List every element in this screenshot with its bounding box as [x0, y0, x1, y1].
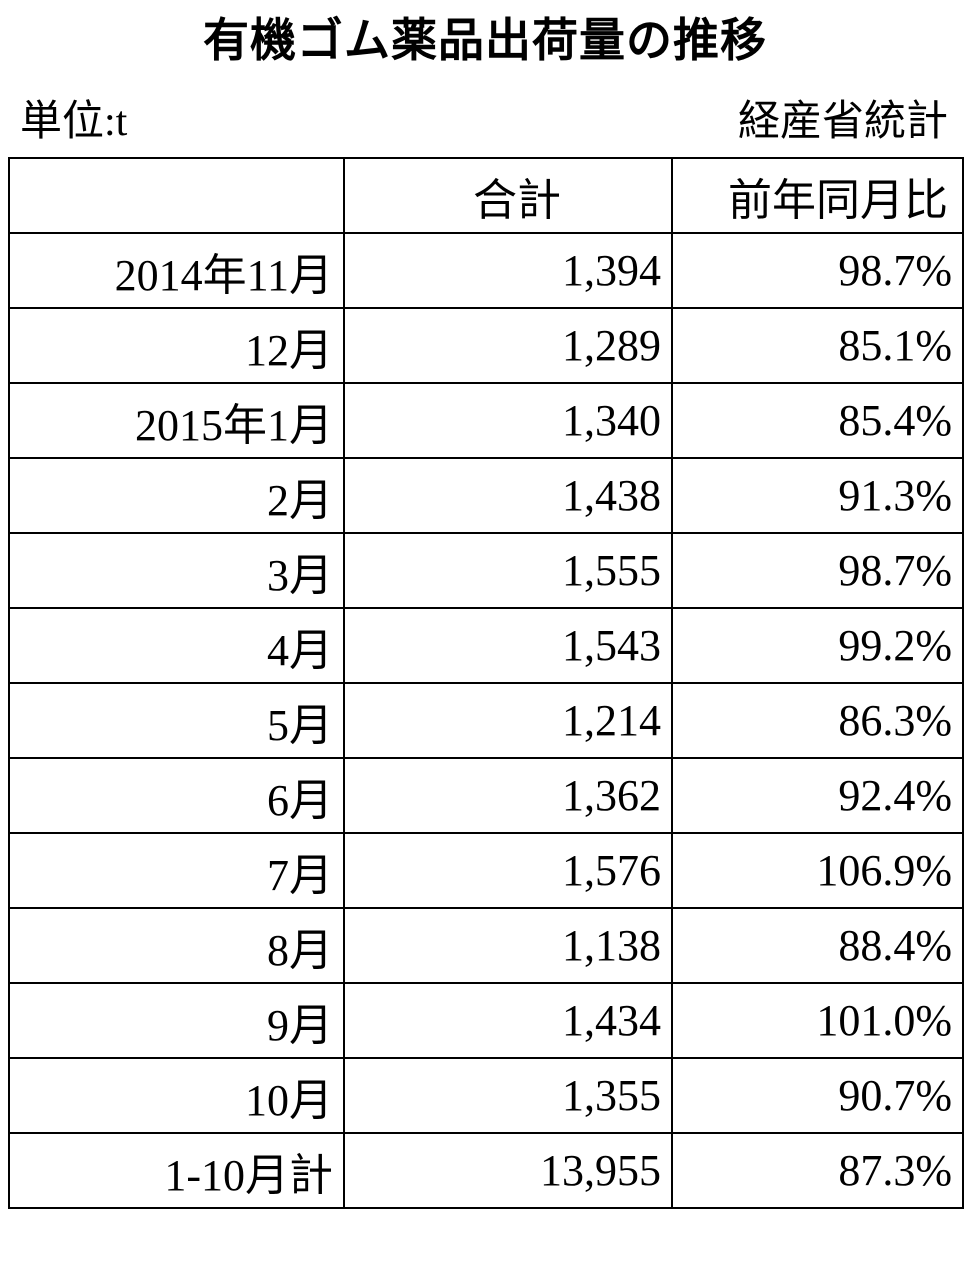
total-cell: 1,434 [343, 982, 673, 1059]
data-row: 12月 1,289 85.1% [8, 307, 964, 384]
row-label: 2014年11月 [8, 232, 345, 309]
row-label: 8月 [8, 907, 345, 984]
total-cell: 1,438 [343, 457, 673, 534]
unit-label: 単位:t [20, 99, 128, 145]
data-row: 2月 1,438 91.3% [8, 457, 964, 534]
row-label: 9月 [8, 982, 345, 1059]
data-row: 6月 1,362 92.4% [8, 757, 964, 834]
data-row: 5月 1,214 86.3% [8, 682, 964, 759]
data-table: 合計 前年同月比 2014年11月 1,394 98.7% 12月 1,289 85.1%… [8, 157, 964, 1209]
total-cell: 1,355 [343, 1057, 673, 1134]
ratio-cell: 85.1% [671, 307, 964, 384]
row-label: 12月 [8, 307, 345, 384]
total-cell: 1,214 [343, 682, 673, 759]
ratio-cell: 88.4% [671, 907, 964, 984]
data-row: 7月 1,576 106.9% [8, 832, 964, 909]
ratio-cell: 98.7% [671, 532, 964, 609]
corner-cell [8, 157, 345, 234]
data-row: 4月 1,543 99.2% [8, 607, 964, 684]
total-cell: 13,955 [343, 1132, 673, 1209]
data-row: 9月 1,434 101.0% [8, 982, 964, 1059]
data-row: 10月 1,355 90.7% [8, 1057, 964, 1134]
column-header: 合計 [343, 157, 673, 234]
ratio-cell: 87.3% [671, 1132, 964, 1209]
total-cell: 1,394 [343, 232, 673, 309]
ratio-cell: 101.0% [671, 982, 964, 1059]
row-label: 2015年1月 [8, 382, 345, 459]
row-label: 6月 [8, 757, 345, 834]
data-row: 2014年11月 1,394 98.7% [8, 232, 964, 309]
title: 有機ゴム薬品出荷量の推移 [203, 13, 767, 67]
row-label: 2月 [8, 457, 345, 534]
ratio-cell: 106.9% [671, 832, 964, 909]
data-row: 8月 1,138 88.4% [8, 907, 964, 984]
total-cell: 1,289 [343, 307, 673, 384]
ratio-cell: 86.3% [671, 682, 964, 759]
row-label: 3月 [8, 532, 345, 609]
ratio-cell: 85.4% [671, 382, 964, 459]
header-row: 合計 前年同月比 [8, 157, 964, 234]
ratio-cell: 90.7% [671, 1057, 964, 1134]
total-cell: 1,340 [343, 382, 673, 459]
data-row: 2015年1月 1,340 85.4% [8, 382, 964, 459]
total-cell: 1,543 [343, 607, 673, 684]
ratio-cell: 91.3% [671, 457, 964, 534]
row-label: 7月 [8, 832, 345, 909]
ratio-cell: 92.4% [671, 757, 964, 834]
total-cell: 1,138 [343, 907, 673, 984]
data-row: 3月 1,555 98.7% [8, 532, 964, 609]
ratio-cell: 99.2% [671, 607, 964, 684]
data-row: 1-10月計 13,955 87.3% [8, 1132, 964, 1209]
total-cell: 1,362 [343, 757, 673, 834]
column-header: 前年同月比 [671, 157, 964, 234]
row-label: 5月 [8, 682, 345, 759]
total-cell: 1,555 [343, 532, 673, 609]
row-label: 4月 [8, 607, 345, 684]
source-label: 経産省統計 [737, 99, 948, 145]
row-label: 10月 [8, 1057, 345, 1134]
ratio-cell: 98.7% [671, 232, 964, 309]
row-label: 1-10月計 [8, 1132, 345, 1209]
total-cell: 1,576 [343, 832, 673, 909]
